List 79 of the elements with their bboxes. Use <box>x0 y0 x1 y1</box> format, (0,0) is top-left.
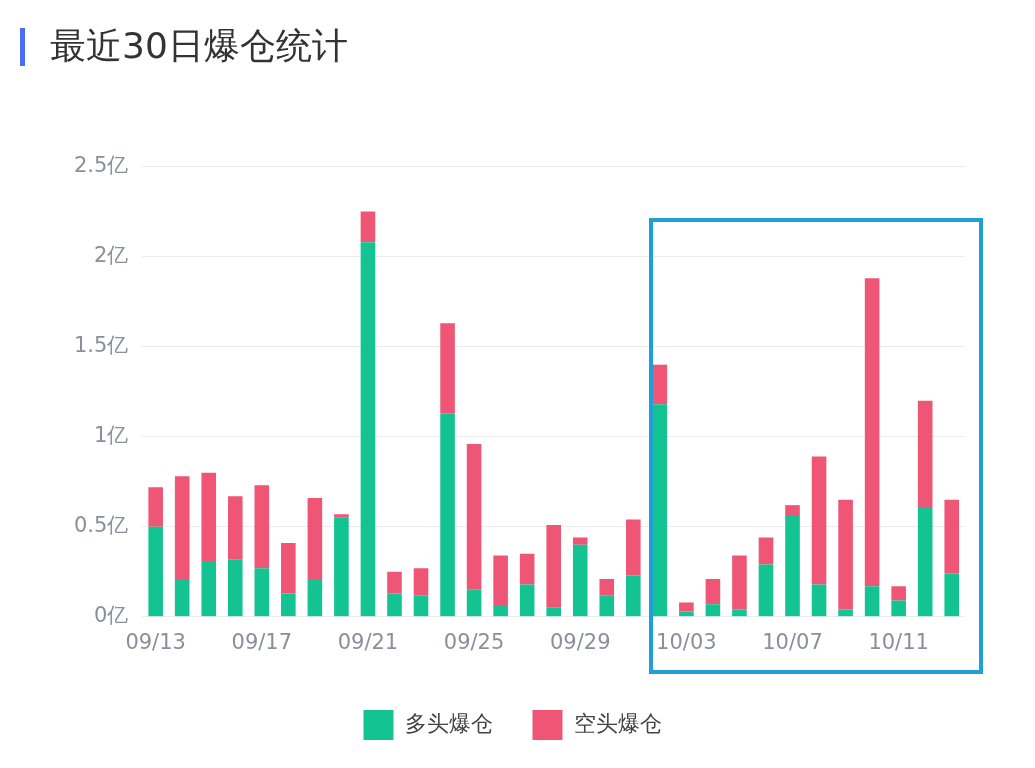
bar <box>679 602 694 612</box>
bar <box>758 564 774 617</box>
bar <box>705 578 721 605</box>
bar <box>917 400 933 507</box>
y-tick-label: 1.5亿 <box>73 333 129 358</box>
bar <box>334 517 349 617</box>
y-tick-label: 1亿 <box>94 423 129 448</box>
bar <box>519 584 535 617</box>
bar <box>307 497 323 579</box>
bar <box>546 524 561 608</box>
x-tick-label: 09/29 <box>549 629 611 654</box>
bar <box>413 595 429 617</box>
bar <box>599 595 615 617</box>
bar <box>891 586 906 601</box>
bar <box>652 404 668 617</box>
bar <box>864 278 880 587</box>
x-tick-label: 09/21 <box>337 629 399 654</box>
bar <box>732 555 747 610</box>
x-tick-label: 09/25 <box>443 629 505 654</box>
bar <box>334 514 349 518</box>
legend-label: 空头爆仓 <box>573 710 662 736</box>
bar <box>360 211 376 243</box>
bar <box>917 506 933 617</box>
bar <box>944 499 960 574</box>
bar <box>811 584 827 617</box>
bar <box>281 542 296 594</box>
bar <box>360 242 376 617</box>
bar <box>387 571 402 594</box>
bar <box>519 553 535 585</box>
bar <box>891 600 906 617</box>
bar <box>626 519 641 576</box>
bar <box>626 575 641 617</box>
bar <box>785 515 800 617</box>
x-tick-label: 09/13 <box>125 629 186 654</box>
bar <box>387 593 402 617</box>
bar <box>440 323 455 414</box>
bar <box>254 485 270 569</box>
bar <box>758 537 774 565</box>
bar <box>679 611 694 617</box>
bar <box>413 568 429 596</box>
x-tick-label: 10/03 <box>656 629 717 654</box>
bar <box>785 505 800 516</box>
bar <box>838 609 853 617</box>
bar <box>944 573 960 617</box>
bar <box>838 499 853 610</box>
legend-label: 多头爆仓 <box>404 710 493 736</box>
bar <box>572 544 588 617</box>
bar <box>572 537 588 545</box>
bar <box>864 586 880 617</box>
bar <box>466 589 482 617</box>
bar <box>148 526 163 617</box>
x-tick-label: 10/11 <box>868 629 929 654</box>
bar <box>440 413 455 617</box>
bar <box>148 487 163 527</box>
bar <box>493 555 508 606</box>
bar <box>174 578 190 617</box>
chart-title: 最近30日爆仓统计 <box>50 24 348 68</box>
bar <box>227 496 243 560</box>
bar <box>493 606 508 617</box>
x-tick-label: 10/07 <box>762 629 823 654</box>
bar <box>227 559 243 617</box>
bar <box>174 476 190 579</box>
bar <box>546 607 561 617</box>
y-tick-label: 0.5亿 <box>73 513 129 538</box>
bar <box>811 456 827 585</box>
bar <box>281 593 296 617</box>
bar <box>307 578 323 617</box>
bar <box>466 443 482 590</box>
bar <box>652 364 668 405</box>
y-tick-label: 2.5亿 <box>73 153 129 178</box>
y-tick-label: 0亿 <box>94 603 129 628</box>
bar <box>254 568 270 617</box>
bar <box>201 560 217 617</box>
bar <box>705 604 721 617</box>
bar <box>732 609 747 617</box>
bar <box>201 472 217 561</box>
bar <box>599 578 615 596</box>
x-tick-label: 09/17 <box>231 629 293 654</box>
y-tick-label: 2亿 <box>94 243 129 268</box>
